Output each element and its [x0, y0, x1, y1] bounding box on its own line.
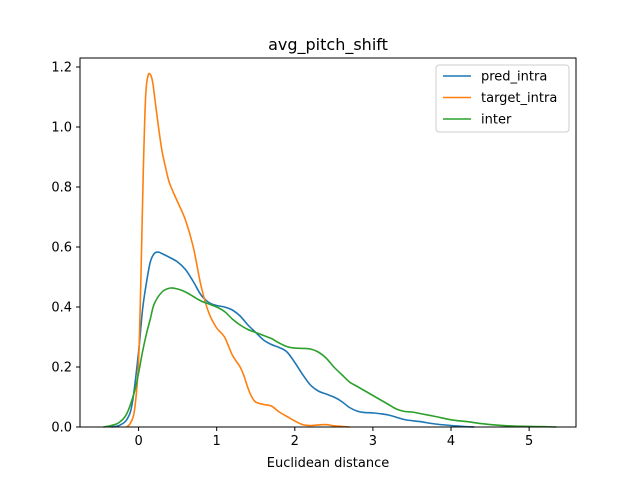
series-line-pred-intra [111, 251, 475, 428]
y-tick-label: 1.0 [51, 121, 72, 136]
series-line-target-intra [126, 72, 350, 428]
y-tick-label: 0.4 [51, 301, 72, 316]
y-tick-label: 0.6 [51, 241, 72, 256]
y-tick-label: 0.8 [51, 181, 72, 196]
y-axis: 0.0 0.2 0.4 0.6 0.8 1.0 1.2 [51, 61, 80, 436]
legend-frame [435, 64, 570, 133]
x-tick-label: 3 [369, 434, 377, 449]
legend-label-pred-intra: pred_intra [481, 70, 547, 85]
x-tick-label: 2 [291, 434, 299, 449]
series-lines [103, 72, 557, 428]
x-tick-label: 4 [447, 434, 455, 449]
y-tick-label: 1.2 [51, 61, 72, 76]
legend-label-inter: inter [481, 113, 512, 128]
x-axis-label: Euclidean distance [267, 456, 390, 471]
plot-frame [79, 57, 577, 428]
x-axis: 0 1 2 3 4 5 [134, 427, 533, 449]
chart-title: avg_pitch_shift [268, 35, 388, 55]
legend-label-target-intra: target_intra [481, 91, 557, 106]
x-tick-label: 5 [525, 434, 533, 449]
y-tick-label: 0.2 [51, 361, 72, 376]
series-line-inter [103, 287, 557, 428]
x-tick-label: 1 [213, 434, 221, 449]
y-tick-label: 0.0 [51, 421, 72, 436]
x-tick-label: 0 [134, 434, 142, 449]
